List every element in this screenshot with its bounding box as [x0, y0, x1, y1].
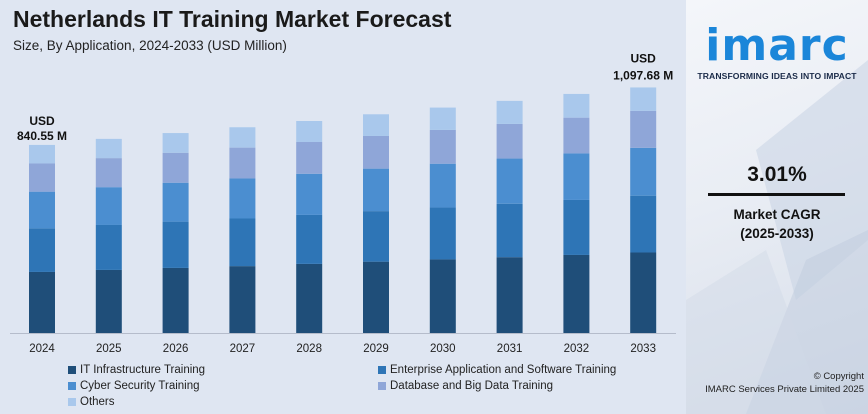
bar-segment-2030-4 [429, 129, 456, 164]
bar-segment-2024-1 [29, 271, 55, 333]
bar-segment-2031-1 [496, 257, 523, 333]
x-tick-label: 2025 [96, 343, 122, 355]
legend-swatch [68, 397, 76, 406]
legend-item: Enterprise Application and Software Trai… [378, 362, 668, 377]
side-panel: imarc TRANSFORMING IDEAS INTO IMPACT 3.0… [686, 0, 868, 414]
bar-segment-2032-5 [563, 93, 590, 118]
bar-segment-2030-3 [429, 163, 456, 208]
legend-item: Database and Big Data Training [378, 378, 668, 393]
bar-segment-2030-2 [429, 207, 456, 260]
bar-segment-2033-3 [630, 147, 657, 196]
last-bar-value-label: 1,097.68 M [613, 68, 673, 82]
bar-segment-2031-5 [496, 100, 523, 124]
legend-swatch [378, 381, 386, 390]
bar-segment-2024-3 [29, 191, 55, 229]
logo-wordmark: imarc [705, 20, 849, 71]
bar-segment-2024-5 [29, 144, 55, 164]
bar-segment-2029-4 [363, 135, 389, 169]
bar-segment-2026-5 [162, 133, 189, 153]
legend-swatch [68, 365, 76, 374]
bar-segment-2028-1 [296, 263, 323, 333]
decorative-background [686, 60, 868, 414]
copyright-line2: IMARC Services Private Limited 2025 [705, 384, 864, 395]
bar-segment-2024-4 [29, 163, 55, 192]
bar-segment-2026-3 [162, 182, 189, 222]
bar-segment-2029-2 [363, 211, 389, 262]
chart-legend: IT Infrastructure Training Enterprise App… [68, 362, 668, 409]
legend-item: Others [68, 394, 378, 409]
bar-segment-2028-3 [296, 173, 323, 215]
x-tick-label: 2033 [630, 343, 656, 355]
bar-segment-2027-4 [229, 147, 256, 179]
x-tick-label: 2027 [230, 343, 256, 355]
bar-segment-2025-2 [95, 224, 122, 270]
cagr-label-line1: Market CAGR [733, 207, 821, 222]
first-bar-value-label: 840.55 M [17, 129, 67, 143]
stacked-bar-chart: 2024 2025 2026 2027 2028 2029 2030 2031 2032 2033… [10, 51, 676, 355]
legend-label: IT Infrastructure Training [80, 363, 206, 376]
bar-segment-2031-2 [496, 203, 523, 258]
x-tick-label: 2030 [430, 343, 456, 355]
last-bar-currency-label: USD [631, 51, 657, 65]
x-tick-label: 2024 [29, 343, 55, 355]
chart-panel: Netherlands IT Training Market Forecast … [10, 6, 676, 409]
bar-segment-2030-1 [429, 259, 456, 333]
bar-segment-2030-5 [429, 107, 456, 130]
bar-segment-2033-1 [630, 252, 657, 333]
cagr-label: Market CAGR (2025-2033) [686, 205, 868, 243]
x-tick-label: 2026 [163, 343, 189, 355]
bar-segment-2028-5 [296, 120, 323, 143]
bar-segment-2033-5 [630, 87, 657, 111]
bar-segment-2025-5 [95, 138, 122, 159]
bar-segment-2025-1 [95, 269, 122, 333]
bar-segment-2026-1 [162, 267, 189, 333]
logo-tagline: TRANSFORMING IDEAS INTO IMPACT [697, 71, 857, 81]
legend-swatch [68, 381, 76, 390]
legend-label: Enterprise Application and Software Trai… [390, 363, 617, 376]
bar-segment-2027-2 [229, 218, 256, 267]
bar-segment-2026-4 [162, 152, 189, 183]
x-tick-label: 2032 [564, 343, 590, 355]
bar-segment-2027-1 [229, 266, 256, 333]
legend-label: Cyber Security Training [80, 379, 200, 392]
x-tick-label: 2028 [296, 343, 322, 355]
imarc-logo: imarc TRANSFORMING IDEAS INTO IMPACT [686, 20, 868, 82]
bar-segment-2033-2 [630, 195, 657, 253]
bar-segment-2028-2 [296, 214, 323, 264]
bar-segment-2024-2 [29, 228, 55, 272]
x-tick-label: 2031 [497, 343, 523, 355]
bar-segment-2033-4 [630, 110, 657, 148]
legend-label: Others [80, 395, 115, 408]
chart-subtitle: Size, By Application, 2024-2033 (USD Mil… [13, 38, 287, 53]
bar-segment-2026-2 [162, 221, 189, 268]
bar-segment-2025-3 [95, 187, 122, 225]
cagr-divider [708, 193, 845, 196]
chart-title: Netherlands IT Training Market Forecast [13, 6, 452, 32]
bar-segment-2031-3 [496, 158, 523, 204]
bar-segment-2029-3 [363, 168, 389, 212]
first-bar-currency-label: USD [29, 114, 55, 128]
bar-segment-2027-5 [229, 127, 256, 148]
bar-segment-2029-1 [363, 261, 389, 333]
copyright-line1: © Copyright [813, 371, 864, 382]
legend-item: IT Infrastructure Training [68, 362, 378, 377]
bar-segment-2032-4 [563, 117, 590, 154]
bar-segment-2029-5 [363, 114, 389, 136]
legend-item: Cyber Security Training [68, 378, 378, 393]
bar-segment-2032-2 [563, 199, 590, 255]
legend-label: Database and Big Data Training [390, 379, 554, 392]
copyright: © Copyright IMARC Services Private Limit… [686, 370, 864, 396]
cagr-value: 3.01% [747, 163, 807, 186]
legend-swatch [378, 365, 386, 374]
bar-segment-2028-4 [296, 142, 323, 174]
x-tick-label: 2029 [363, 343, 389, 355]
bar-segment-2025-4 [95, 158, 122, 188]
bar-segment-2031-4 [496, 123, 523, 159]
bar-segment-2027-3 [229, 178, 256, 219]
bar-segment-2032-1 [563, 254, 590, 333]
bar-segment-2032-3 [563, 153, 590, 200]
cagr-label-line2: (2025-2033) [740, 226, 814, 241]
